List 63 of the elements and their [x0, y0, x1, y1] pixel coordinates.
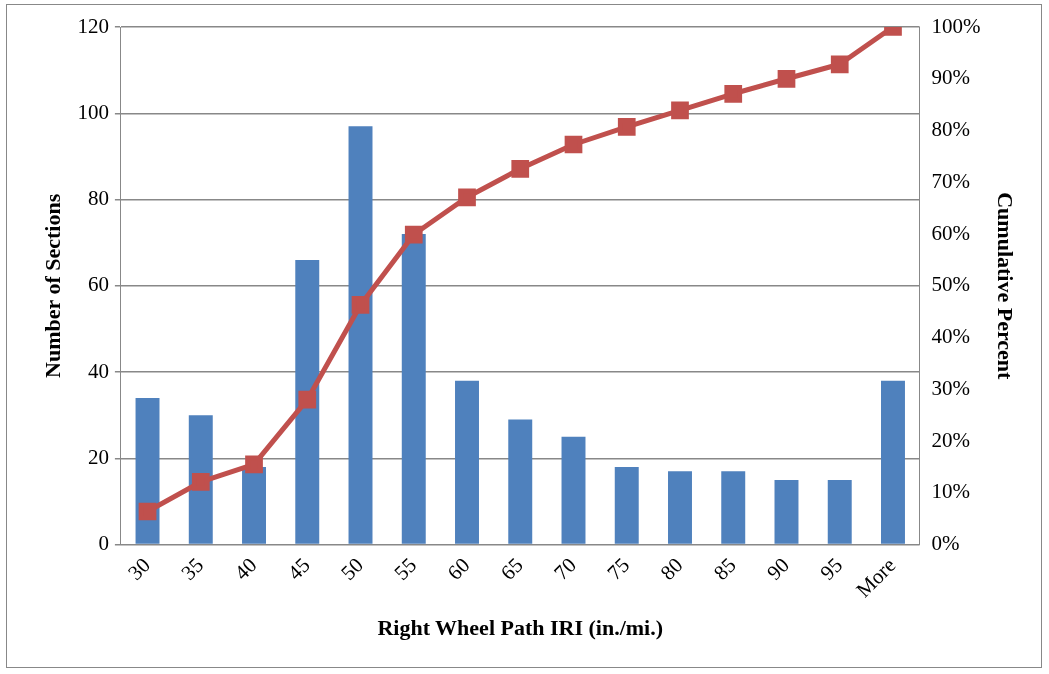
x-tick-label: 45: [282, 552, 315, 585]
point: [138, 502, 157, 521]
point: [298, 390, 317, 409]
x-tick-label: 40: [229, 552, 262, 585]
x-tick-label: 75: [602, 552, 635, 585]
x-tick-label: 65: [495, 552, 528, 585]
y-tick-label: 100: [77, 99, 109, 124]
bar: [508, 419, 533, 544]
bar: [614, 466, 639, 544]
point: [458, 188, 476, 207]
bar: [348, 126, 373, 544]
bar: [401, 234, 426, 544]
bar: [455, 380, 479, 544]
y2-tick-label: 20%: [931, 427, 971, 452]
point: [830, 55, 849, 74]
x-tick-label: 50: [336, 552, 368, 585]
x-tick-label: 85: [708, 552, 741, 585]
point: [617, 118, 636, 136]
y2-axis-title: Cumulative Percent: [993, 192, 1019, 381]
x-tick-label: 95: [815, 552, 848, 585]
y2-tick-label: 40%: [931, 324, 971, 349]
point: [511, 159, 530, 178]
x-tick-label: 80: [655, 552, 688, 585]
y2-tick-label: 30%: [931, 375, 971, 400]
bar: [668, 471, 692, 544]
bar: [135, 397, 160, 544]
y-tick-label: 0: [98, 531, 109, 556]
x-tick-label: 60: [442, 552, 475, 585]
x-tick-label: 70: [549, 552, 581, 585]
bar: [774, 479, 799, 544]
x-tick-label: 55: [389, 552, 422, 585]
y2-tick-label: 0%: [931, 531, 960, 556]
bar: [561, 436, 586, 544]
y2-tick-label: 50%: [931, 272, 971, 297]
bar: [295, 259, 320, 544]
x-tick-label: 35: [176, 552, 209, 585]
bar: [881, 380, 905, 544]
y-axis-title: Number of Sections: [39, 193, 65, 378]
y2-tick-label: 100%: [931, 13, 981, 38]
point: [404, 225, 423, 244]
point: [191, 473, 210, 491]
point: [351, 296, 370, 314]
y-tick-label: 120: [77, 13, 109, 38]
y2-tick-label: 90%: [931, 65, 971, 90]
y-tick-label: 80: [87, 186, 109, 211]
point: [564, 135, 583, 154]
point: [724, 84, 743, 103]
y2-tick-label: 60%: [931, 220, 971, 245]
bar: [721, 471, 746, 544]
x-axis-title: Right Wheel Path IRI (in./mi.): [377, 615, 664, 641]
bar: [827, 479, 852, 544]
point: [245, 455, 263, 474]
x-tick-label: 90: [762, 552, 794, 585]
y-tick-label: 40: [87, 358, 109, 383]
y2-tick-label: 80%: [931, 117, 971, 142]
bar: [242, 466, 266, 544]
x-tick-label: 30: [123, 552, 155, 585]
y-tick-label: 60: [87, 272, 109, 297]
point: [671, 101, 689, 120]
y2-tick-label: 10%: [931, 479, 971, 504]
y-tick-label: 20: [87, 444, 109, 469]
point: [777, 69, 796, 88]
y2-tick-label: 70%: [931, 168, 971, 193]
